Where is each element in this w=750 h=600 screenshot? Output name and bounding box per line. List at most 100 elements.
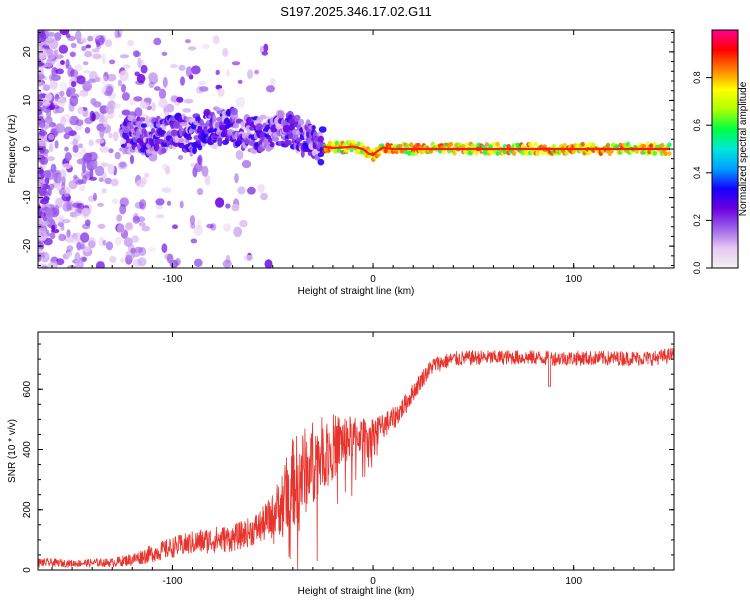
spectrogram-ridge-cell: [259, 114, 267, 120]
spectrogram-ridge-cell: [230, 107, 238, 116]
spectrogram-noise-blob: [57, 96, 66, 106]
spectrogram-ridge-cell: [334, 140, 340, 146]
spectrogram-ridge-cell: [287, 114, 293, 120]
spectrogram-noise-blob: [64, 152, 72, 162]
spectrogram-noise-blob: [71, 81, 77, 88]
spectrogram-noise-blob: [131, 235, 139, 243]
spectrogram-x-tick-label: 0: [370, 274, 376, 285]
spectrogram-ridge-cell: [387, 149, 392, 155]
spectrogram-noise-blob: [193, 224, 203, 236]
spectrogram-noise-blob: [75, 259, 84, 268]
spectrogram-noise-blob: [237, 79, 243, 84]
spectrogram-noise-blob: [59, 90, 65, 97]
spectrogram-noise-blob: [92, 101, 102, 108]
spectrogram-noise-blob: [143, 97, 152, 103]
spectrogram-ridge-cell: [667, 142, 672, 148]
spectrogram-noise-blob: [226, 69, 230, 77]
spectrogram-x-label: Height of straight line (km): [298, 286, 415, 297]
spectrogram-y-tick-label: 20: [22, 46, 33, 58]
spectrogram-noise-blob: [84, 50, 93, 58]
spectrogram-ridge-cell: [448, 141, 454, 147]
spectrogram-noise-blob: [241, 160, 252, 169]
spectrogram-noise-blob: [82, 246, 91, 253]
spectrogram-noise-blob: [197, 154, 203, 166]
spectrogram-ridge-cell: [349, 147, 354, 153]
spectrogram-noise-blob: [58, 233, 67, 242]
spectrogram-noise-blob: [74, 232, 82, 243]
spectrogram-noise-blob: [61, 176, 66, 186]
spectrogram-noise-blob: [57, 173, 62, 185]
spectrogram-ridge-cell: [197, 144, 203, 151]
spectrogram-noise-blob: [83, 152, 92, 163]
spectrogram-noise-blob: [161, 187, 172, 193]
spectrogram-noise-blob: [78, 143, 83, 149]
spectrogram-noise-blob: [38, 211, 47, 219]
spectrogram-ridge-core: [322, 145, 670, 156]
spectrogram-ridge-cell: [199, 118, 204, 127]
spectrogram-noise-blob: [204, 174, 211, 186]
spectrogram-noise-blob: [51, 105, 60, 110]
snr-series-line: [38, 348, 674, 570]
spectrogram-noise-blob: [76, 203, 85, 209]
spectrogram-noise-blob: [69, 95, 79, 107]
spectrogram-noise-blob: [155, 214, 165, 219]
spectrogram-noise-blob: [197, 218, 202, 229]
spectrogram-ridge-cell: [297, 118, 305, 126]
snr-x-tick-label: 0: [370, 576, 376, 587]
snr-x-tick-label: 100: [565, 576, 582, 587]
spectrogram-noise-blob: [161, 51, 168, 57]
spectrogram-ridge-cell: [524, 151, 529, 157]
snr-x-label: Height of straight line (km): [298, 586, 415, 597]
spectrogram-noise-blob: [235, 150, 244, 160]
spectrogram-noise-blob: [51, 66, 58, 77]
spectrogram-noise-blob: [46, 108, 52, 119]
spectrogram-noise-blob: [55, 68, 64, 75]
spectrogram-noise-blob: [196, 156, 202, 164]
spectrogram-noise-blob: [151, 102, 156, 112]
spectrogram-noise-blob: [54, 32, 62, 41]
snr-y-tick-label: 400: [22, 441, 33, 458]
spectrogram-noise-blob: [46, 57, 53, 68]
spectrogram-noise-blob: [70, 235, 75, 244]
spectrogram-noise-blob: [111, 198, 119, 205]
spectrogram-noise-blob: [38, 136, 45, 142]
spectrogram-noise-blob: [66, 229, 71, 238]
spectrogram-noise-blob: [44, 176, 50, 185]
spectrogram-noise-blob: [99, 128, 105, 139]
spectrogram-noise-blob: [119, 70, 129, 82]
spectrogram-noise-blob: [54, 49, 59, 56]
spectrogram-noise-blob: [261, 51, 268, 56]
spectrogram-noise-blob: [155, 198, 165, 206]
spectrogram-noise-blob: [123, 237, 133, 247]
spectrogram-ridge-cell: [551, 144, 556, 149]
spectrogram-noise-blob: [100, 162, 110, 168]
spectrogram-ridge-cell: [317, 158, 325, 166]
spectrogram-noise-blob: [82, 61, 89, 66]
spectrogram-noise-blob: [106, 73, 117, 82]
spectrogram-noise-blob: [133, 96, 143, 102]
spectrogram-x-ticks: -100 0 100: [51, 30, 675, 285]
spectrogram-noise-blob: [217, 87, 225, 97]
spectrogram-noise-blob: [95, 261, 105, 268]
spectrogram-noise-blob: [65, 58, 70, 69]
spectrogram-noise-blob: [98, 117, 106, 123]
spectrogram-noise-blob: [137, 216, 146, 223]
spectrogram-noise-blob: [88, 139, 94, 147]
spectrogram-noise-blob: [105, 241, 114, 251]
snr-y-tick-label: 0: [22, 567, 33, 573]
spectrogram-noise-blob: [222, 47, 229, 57]
spectrogram-noise-blob: [65, 33, 71, 38]
spectrogram-noise-blob: [189, 215, 196, 225]
spectrogram-noise-blob: [154, 86, 161, 91]
spectrogram-noise-blob: [94, 165, 105, 177]
spectrogram-noise-blob: [48, 134, 55, 140]
snr-y-ticks: 0 200 400 600: [22, 343, 674, 573]
spectrogram-noise-blob: [112, 131, 119, 142]
spectrogram-noise-blob: [127, 39, 135, 47]
spectrogram-ridge-cell: [441, 149, 446, 154]
spectrogram-noise-blob: [64, 234, 74, 243]
spectrogram-noise-blob: [266, 85, 275, 93]
spectrogram-noise-blob: [98, 177, 104, 183]
spectrogram-noise-blob: [119, 54, 130, 59]
